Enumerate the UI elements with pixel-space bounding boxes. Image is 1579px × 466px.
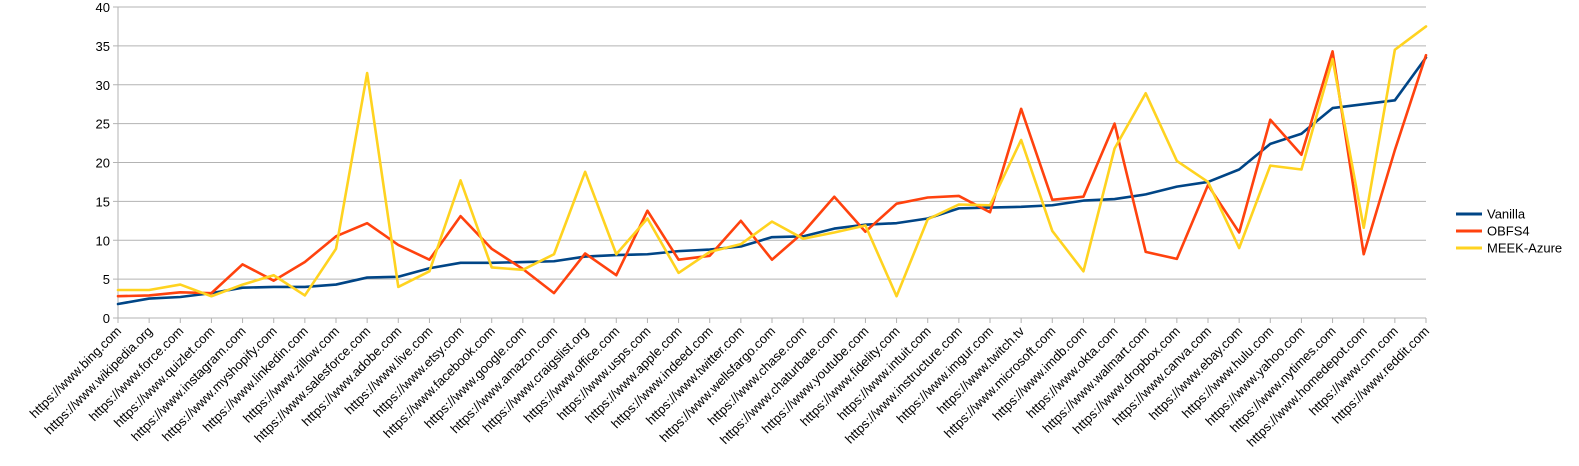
legend-label-obfs4: OBFS4 [1487, 224, 1530, 239]
legend-label-meek-azure: MEEK-Azure [1487, 241, 1562, 256]
y-tick-label: 30 [96, 78, 110, 93]
y-tick-label: 35 [96, 39, 110, 54]
y-tick-label: 0 [103, 311, 110, 326]
y-axis-tick-labels: 0 5 10 15 20 25 30 35 40 [96, 0, 110, 326]
y-tick-label: 5 [103, 272, 110, 287]
legend: Vanilla OBFS4 MEEK-Azure [1456, 207, 1562, 256]
gridlines [118, 6, 1426, 319]
x-axis-tick-labels: https://www.bing.comhttps://www.wikipedi… [27, 323, 1432, 449]
y-tick-label: 40 [96, 0, 110, 15]
legend-label-vanilla: Vanilla [1487, 207, 1526, 222]
series-lines [116, 25, 1428, 306]
axes [113, 6, 1427, 323]
series-line-vanilla [116, 56, 1428, 306]
y-tick-label: 10 [96, 233, 110, 248]
y-tick-label: 25 [96, 117, 110, 132]
y-tick-label: 15 [96, 194, 110, 209]
y-tick-label: 20 [96, 156, 110, 171]
